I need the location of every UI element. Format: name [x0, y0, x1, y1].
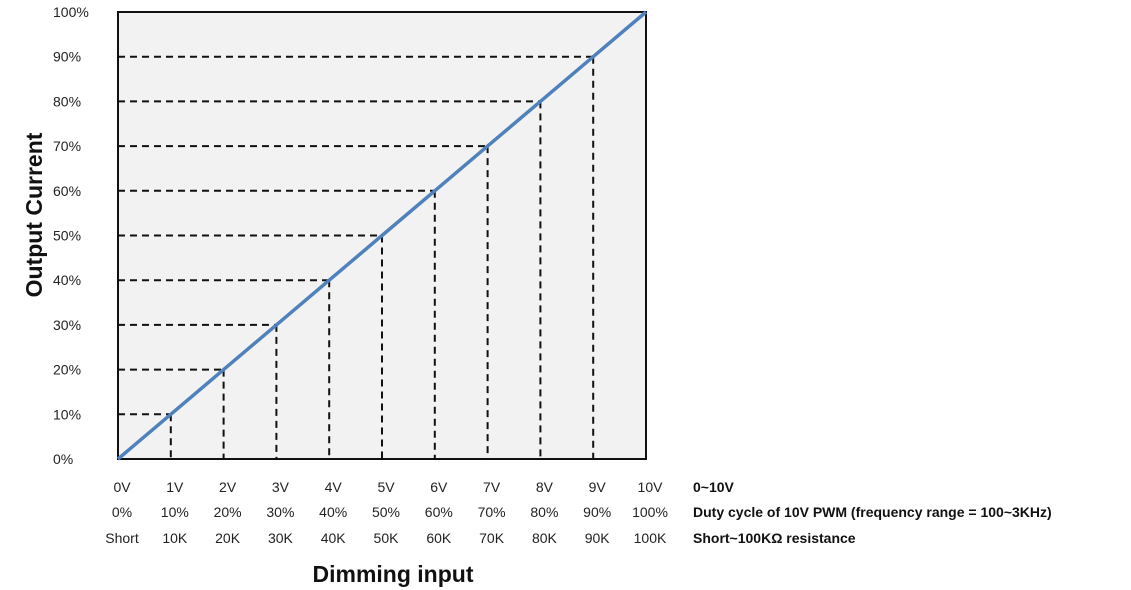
y-tick-label: 70%: [53, 138, 81, 154]
x-tick-label: 70K: [479, 530, 505, 546]
y-tick-label: 50%: [53, 228, 81, 244]
y-axis-label: Output Current: [21, 132, 47, 297]
x-tick-label: 80%: [530, 504, 558, 520]
y-tick-label: 30%: [53, 317, 81, 333]
y-tick-label: 80%: [53, 93, 81, 109]
guide-lines: [118, 55, 595, 459]
y-tick-label: 100%: [53, 4, 89, 20]
x-tick-label: 4V: [325, 479, 343, 495]
x-tick-label: 20K: [215, 530, 241, 546]
y-tick-label: 20%: [53, 362, 81, 378]
x-tick-label: 40%: [319, 504, 347, 520]
x-row-description: Short~100KΩ resistance: [693, 530, 856, 546]
x-tick-label: 60K: [426, 530, 452, 546]
x-tick-label: 30%: [266, 504, 294, 520]
x-tick-label: 3V: [272, 479, 290, 495]
x-tick-label: 10%: [161, 504, 189, 520]
x-tick-label: 50K: [374, 530, 400, 546]
x-tick-label: 9V: [589, 479, 607, 495]
x-tick-label: 70%: [478, 504, 506, 520]
x-tick-label: Short: [105, 530, 139, 546]
x-tick-label: 60%: [425, 504, 453, 520]
x-row-description: 0~10V: [693, 479, 735, 495]
x-tick-label: 7V: [483, 479, 501, 495]
x-tick-label: 100%: [632, 504, 668, 520]
x-tick-label: 10V: [638, 479, 664, 495]
x-tick-label: 10K: [162, 530, 188, 546]
y-tick-labels: 0% 10% 20% 30% 40% 50% 60% 70% 80% 90% 100%: [53, 4, 89, 467]
x-row-descriptions: 0~10V Duty cycle of 10V PWM (frequency ra…: [693, 479, 1052, 546]
y-tick-label: 0%: [53, 451, 73, 467]
x-tick-label: 90%: [583, 504, 611, 520]
x-tick-label: 50%: [372, 504, 400, 520]
series-line: [116, 10, 648, 461]
x-row-description: Duty cycle of 10V PWM (frequency range =…: [693, 504, 1052, 520]
x-tick-label: 1V: [166, 479, 184, 495]
y-tick-label: 10%: [53, 406, 81, 422]
x-tick-label: 5V: [377, 479, 395, 495]
x-tick-label: 80K: [532, 530, 558, 546]
x-tick-label: 40K: [321, 530, 347, 546]
x-tick-label: 90K: [585, 530, 611, 546]
x-tick-label: 0%: [112, 504, 132, 520]
x-tick-label: 8V: [536, 479, 554, 495]
x-tick-label: 20%: [214, 504, 242, 520]
x-tick-label: 30K: [268, 530, 294, 546]
x-axis-label: Dimming input: [313, 561, 474, 587]
y-tick-label: 40%: [53, 272, 81, 288]
x-tick-label: 2V: [219, 479, 237, 495]
y-tick-label: 60%: [53, 183, 81, 199]
x-tick-label: 0V: [113, 479, 131, 495]
y-tick-label: 90%: [53, 49, 81, 65]
x-tick-label: 6V: [430, 479, 448, 495]
x-tick-labels: 0V 1V 2V 3V 4V 5V 6V 7V 8V 9V 10V 0% 10% 20% 30% 40% 50%…: [105, 479, 668, 546]
x-tick-label: 100K: [634, 530, 667, 546]
